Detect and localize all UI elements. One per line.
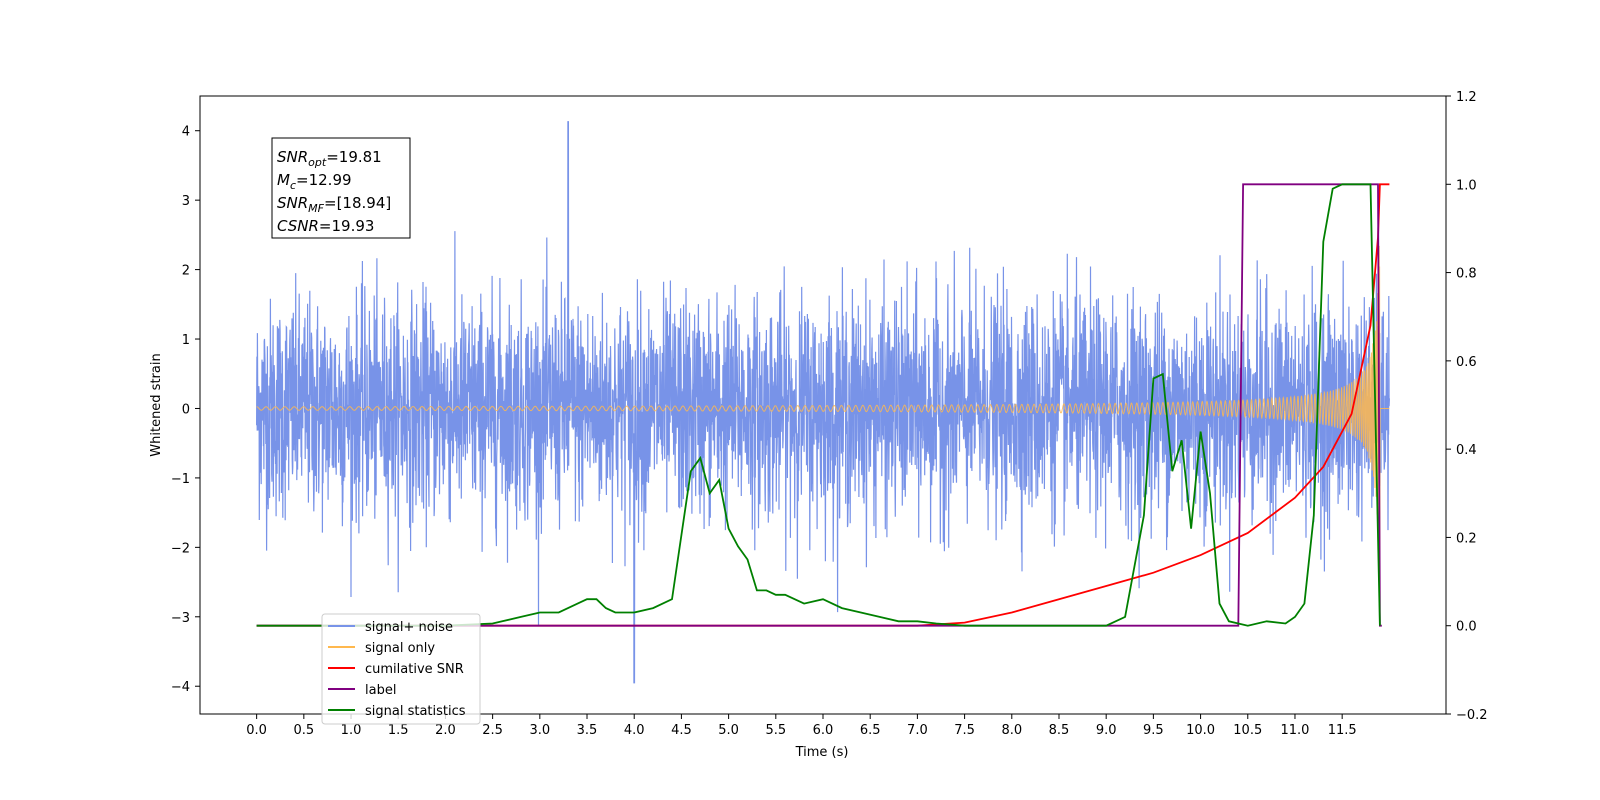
x-tick-label: 7.0 [907,723,928,738]
x-tick-label: 2.0 [435,723,456,738]
legend-label: signal+ noise [365,620,453,635]
y2-tick-label: 0.4 [1456,443,1477,458]
y-tick-label: 1 [182,333,190,348]
annotation-line: SNRopt=19.81 [277,148,382,169]
y-tick-label: 3 [182,194,190,209]
x-tick-label: 8.5 [1049,723,1070,738]
y2-tick-label: 1.0 [1456,178,1477,193]
y-axis-left: 4 3 2 1 0 −1 −2 −3 −4 [171,125,200,695]
x-tick-label: 0.0 [246,723,267,738]
x-tick-label: 5.5 [765,723,786,738]
x-tick-label: 1.0 [341,723,362,738]
x-tick-label: 6.0 [813,723,834,738]
legend-label: signal statistics [365,704,466,719]
x-tick-label: 11.5 [1328,723,1357,738]
series-cumulative-snr-line [256,183,1390,627]
x-tick-label: 9.5 [1143,723,1164,738]
annotation-frame [271,137,411,239]
y2-tick-label: 0.8 [1456,267,1477,282]
x-tick-label: 4.0 [624,723,645,738]
annotation-line: CSNR=19.93 [277,217,374,235]
plot-area [256,121,1390,684]
y2-tick-label: 0.2 [1456,531,1477,546]
x-tick-label: 10.0 [1186,723,1215,738]
x-tick-label: 3.0 [529,723,550,738]
y-tick-label: 4 [182,125,190,140]
y-tick-label: −3 [171,611,190,626]
legend-label: cumilative SNR [365,662,464,677]
y-tick-label: −1 [171,472,190,487]
x-tick-label: 9.0 [1096,723,1117,738]
x-axis-label: Time (s) [795,745,849,760]
x-tick-label: 11.0 [1280,723,1309,738]
y-axis-right: 1.2 1.0 0.8 0.6 0.4 0.2 0.0 −0.2 [1446,90,1488,723]
x-tick-label: 1.5 [388,723,409,738]
legend-label: label [365,683,396,698]
y2-tick-label: −0.2 [1456,708,1488,723]
x-tick-label: 0.5 [293,723,314,738]
x-tick-label: 8.0 [1001,723,1022,738]
series-signal-only-line [256,245,1390,610]
y2-tick-label: 0.0 [1456,620,1477,635]
y-axis-label: Whitened strain [149,353,164,456]
y-tick-label: −4 [171,680,190,695]
annotation-line: SNRMF=[18.94] [277,194,391,215]
y-tick-label: 2 [182,264,190,279]
series-signal-statistics-line [256,183,1381,627]
legend-label: signal only [365,641,435,656]
x-tick-label: 7.5 [954,723,975,738]
x-tick-label: 6.5 [860,723,881,738]
legend: signal+ noise signal only cumilative SNR la… [321,613,481,725]
annotation-line: Mc=12.99 [277,171,352,192]
y2-tick-label: 1.2 [1456,90,1477,105]
y2-tick-label: 0.6 [1456,355,1477,370]
x-tick-label: 10.5 [1233,723,1262,738]
x-tick-label: 4.5 [671,723,692,738]
x-axis: 0.0 0.5 1.0 1.5 2.0 2.5 3.0 3.5 4.0 4.5 5.0 5.5 6.0 6… [246,714,1357,738]
y-tick-label: −2 [171,541,190,556]
x-tick-label: 3.5 [577,723,598,738]
x-tick-label: 5.0 [718,723,739,738]
y-tick-label: 0 [182,402,190,417]
legend-frame [321,613,481,725]
x-tick-label: 2.5 [482,723,503,738]
